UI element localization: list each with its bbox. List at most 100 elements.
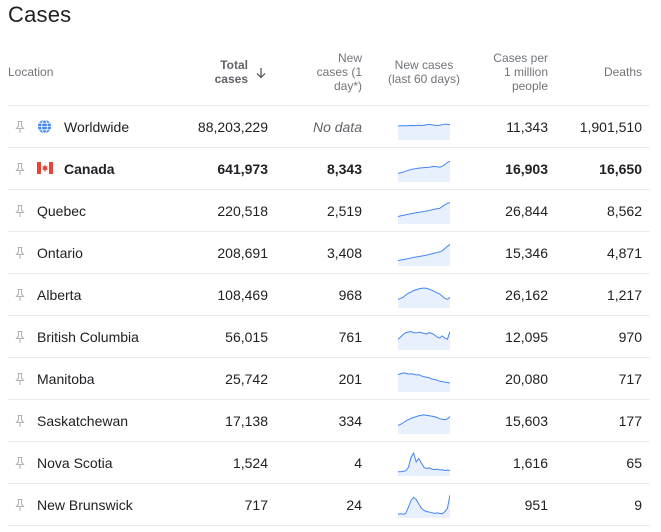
new-cases-value: 3,408 — [326, 245, 362, 261]
sparkline-area — [398, 244, 450, 266]
sparkline-area — [398, 372, 450, 392]
location-name[interactable]: Alberta — [37, 287, 82, 303]
deaths-value: 1,901,510 — [579, 119, 642, 135]
new-cases-sparkline — [398, 160, 450, 182]
column-header-cases-per-million[interactable]: Cases per 1 million people — [493, 51, 548, 93]
total-cases-value: 25,742 — [225, 371, 268, 387]
location-name[interactable]: Manitoba — [37, 371, 95, 387]
location-name[interactable]: Worldwide — [64, 119, 130, 135]
pin-icon[interactable] — [14, 498, 26, 512]
table-row[interactable]: Manitoba 25,742 201 20,080 717 — [0, 358, 661, 400]
cases-per-million-value: 26,162 — [505, 287, 548, 303]
location-name[interactable]: British Columbia — [37, 329, 139, 345]
cases-per-million-value: 15,346 — [505, 245, 548, 261]
total-cases-value: 717 — [244, 497, 268, 513]
table-row[interactable]: Ontario 208,691 3,408 15,346 4,871 — [0, 232, 661, 274]
row-divider — [8, 525, 650, 526]
table-header: Location Total cases New cases (1 day*) … — [0, 50, 661, 104]
row-divider — [8, 399, 650, 400]
new-cases-sparkline — [398, 495, 450, 518]
deaths-value: 717 — [618, 371, 642, 387]
total-cases-value: 208,691 — [217, 245, 268, 261]
deaths-value: 65 — [626, 455, 642, 471]
row-divider — [8, 231, 650, 232]
pin-icon[interactable] — [14, 288, 26, 302]
new-cases-value: 201 — [338, 371, 362, 387]
cases-per-million-value: 20,080 — [505, 371, 548, 387]
column-header-new-cases[interactable]: New cases (1 day*) — [316, 51, 362, 93]
pin-icon[interactable] — [14, 372, 26, 386]
column-header-deaths[interactable]: Deaths — [603, 65, 642, 79]
location-name[interactable]: Nova Scotia — [37, 455, 113, 471]
table-row[interactable]: Alberta 108,469 968 26,162 1,217 — [0, 274, 661, 316]
location-name[interactable]: Saskatchewan — [37, 413, 129, 429]
sparkline-line — [398, 451, 450, 473]
cases-per-million-value: 12,095 — [505, 329, 548, 345]
total-cases-value: 1,524 — [232, 455, 268, 471]
deaths-value: 8,562 — [606, 203, 642, 219]
cases-per-million-value: 951 — [524, 497, 548, 513]
table-row[interactable]: Nova Scotia 1,524 4 1,616 65 — [0, 442, 661, 484]
total-cases-value: 108,469 — [217, 287, 268, 303]
sparkline-line — [398, 414, 450, 426]
pin-icon[interactable] — [14, 456, 26, 470]
sparkline-area — [398, 495, 450, 518]
row-divider — [8, 105, 650, 106]
sparkline-line — [398, 243, 450, 262]
cases-per-million-value: 11,343 — [506, 119, 548, 135]
sparkline-area — [398, 202, 450, 224]
new-cases-value: 334 — [338, 413, 362, 429]
table-row[interactable]: Canada 641,973 8,343 16,903 16,650 — [0, 148, 661, 190]
canada-flag-icon — [37, 162, 53, 174]
pin-icon[interactable] — [14, 246, 26, 260]
page-title: Cases — [8, 2, 72, 27]
sparkline-area — [398, 414, 450, 434]
sparkline-line — [398, 287, 450, 300]
pin-icon[interactable] — [14, 204, 26, 218]
sparkline-line — [398, 123, 450, 127]
pin-icon[interactable] — [14, 162, 26, 176]
arrow-down-icon[interactable] — [254, 66, 268, 80]
sparkline-line — [398, 160, 450, 174]
new-cases-sparkline — [398, 330, 450, 350]
location-name[interactable]: Canada — [64, 161, 115, 177]
deaths-value: 9 — [634, 497, 642, 513]
row-divider — [8, 357, 650, 358]
sparkline-line — [398, 202, 450, 217]
sparkline-area — [398, 453, 450, 476]
new-cases-value: 8,343 — [326, 161, 362, 177]
sparkline-line — [398, 372, 450, 384]
table-row[interactable]: Quebec 220,518 2,519 26,844 8,562 — [0, 190, 661, 232]
location-name[interactable]: New Brunswick — [37, 497, 133, 513]
table-row[interactable]: Worldwide 88,203,229 No data 11,343 1,90… — [0, 106, 661, 148]
cases-per-million-value: 26,844 — [505, 203, 548, 219]
pin-icon[interactable] — [14, 330, 26, 344]
location-name[interactable]: Quebec — [37, 203, 87, 219]
total-cases-value: 641,973 — [217, 161, 268, 177]
cases-per-million-value: 1,616 — [512, 455, 548, 471]
sparkline-area — [398, 287, 450, 308]
row-divider — [8, 441, 650, 442]
sparkline-area — [398, 124, 450, 140]
column-header-new-cases-60-days: New cases (last 60 days) — [387, 58, 461, 86]
sparkline-line — [398, 495, 450, 515]
table-row[interactable]: British Columbia 56,015 761 12,095 970 — [0, 316, 661, 358]
new-cases-sparkline — [398, 243, 450, 266]
pin-icon[interactable] — [14, 120, 26, 134]
new-cases-sparkline — [398, 123, 450, 140]
deaths-value: 1,217 — [606, 287, 642, 303]
pin-icon[interactable] — [14, 414, 26, 428]
column-header-total-cases[interactable]: Total cases — [214, 58, 248, 86]
location-name[interactable]: Ontario — [37, 245, 83, 261]
row-divider — [8, 315, 650, 316]
deaths-value: 16,650 — [599, 161, 642, 177]
cases-per-million-value: 15,603 — [505, 413, 548, 429]
column-header-location[interactable]: Location — [8, 65, 54, 79]
total-cases-value: 17,138 — [225, 413, 268, 429]
row-divider — [8, 147, 650, 148]
table-row[interactable]: Saskatchewan 17,138 334 15,603 177 — [0, 400, 661, 442]
deaths-value: 970 — [618, 329, 642, 345]
table-row[interactable]: New Brunswick 717 24 951 9 — [0, 484, 661, 526]
new-cases-value: No data — [312, 119, 362, 135]
row-divider — [8, 189, 650, 190]
